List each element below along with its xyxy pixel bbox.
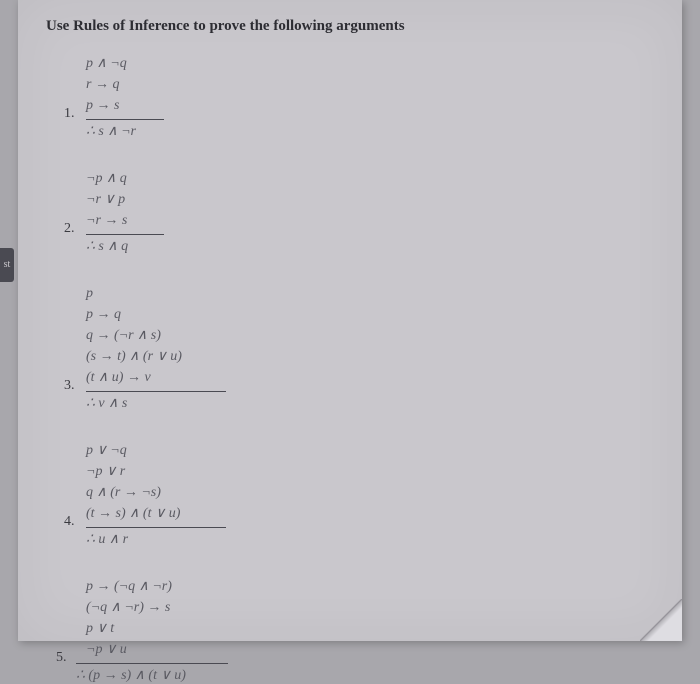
premise-line: ¬r ∨ p bbox=[86, 189, 654, 210]
premise-line: ¬p ∨ r bbox=[86, 461, 654, 482]
premise-line: p ∨ t bbox=[86, 618, 654, 639]
premises: p p → q q → (¬r ∧ s) (s → t) ∧ (r ∨ u) (… bbox=[70, 283, 654, 388]
premises: ¬p ∧ q ¬r ∨ p ¬r → s bbox=[70, 168, 654, 231]
premise-line: p ∨ ¬q bbox=[86, 440, 654, 461]
premise-line: p → s bbox=[86, 95, 654, 116]
problem-number: 5. bbox=[56, 650, 67, 666]
problem-1: p ∧ ¬q r → q p → s 1. ∴ s ∧ ¬r bbox=[70, 53, 654, 140]
inference-rule-line bbox=[76, 663, 228, 664]
inference-rule-line bbox=[86, 527, 226, 528]
inference-rule-line bbox=[86, 119, 164, 120]
problem-5: p → (¬q ∧ ¬r) (¬q ∧ ¬r) → s p ∨ t ¬p ∨ u… bbox=[70, 576, 654, 684]
premise-line: q → (¬r ∧ s) bbox=[86, 325, 654, 346]
premise-line: (t ∧ u) → v bbox=[86, 367, 654, 388]
problem-number: 1. bbox=[64, 106, 75, 122]
premise-line: p → q bbox=[86, 304, 654, 325]
page-title: Use Rules of Inference to prove the foll… bbox=[46, 18, 654, 35]
conclusion-line: ∴ s ∧ ¬r bbox=[70, 123, 654, 140]
premise-line: ¬r → s bbox=[86, 210, 654, 231]
premise-line: q ∧ (r → ¬s) bbox=[86, 482, 654, 503]
premise-line: (s → t) ∧ (r ∨ u) bbox=[86, 346, 654, 367]
premises: p ∨ ¬q ¬p ∨ r q ∧ (r → ¬s) (t → s) ∧ (t … bbox=[70, 440, 654, 524]
page-curl-icon bbox=[640, 599, 682, 641]
premise-line: ¬p ∧ q bbox=[86, 168, 654, 189]
problem-number: 3. bbox=[64, 378, 75, 394]
problem-number: 4. bbox=[64, 514, 75, 530]
premise-line: (¬q ∧ ¬r) → s bbox=[86, 597, 654, 618]
conclusion-line: ∴ u ∧ r bbox=[70, 531, 654, 548]
problem-number: 2. bbox=[64, 221, 75, 237]
conclusion-line: ∴ s ∧ q bbox=[70, 238, 654, 255]
exercise-sheet: Use Rules of Inference to prove the foll… bbox=[18, 0, 682, 641]
left-edge-tab: st bbox=[0, 248, 14, 282]
problem-3: p p → q q → (¬r ∧ s) (s → t) ∧ (r ∨ u) (… bbox=[70, 283, 654, 412]
inference-rule-line bbox=[86, 391, 226, 392]
conclusion-line: ∴ v ∧ s bbox=[70, 395, 654, 412]
problem-2: ¬p ∧ q ¬r ∨ p ¬r → s 2. ∴ s ∧ q bbox=[70, 168, 654, 255]
premise-line: p → (¬q ∧ ¬r) bbox=[86, 576, 654, 597]
premise-line: (t → s) ∧ (t ∨ u) bbox=[86, 503, 654, 524]
conclusion-line: ∴ (p → s) ∧ (t ∨ u) bbox=[70, 667, 654, 684]
premises: p ∧ ¬q r → q p → s bbox=[70, 53, 654, 116]
premise-line: ¬p ∨ u bbox=[86, 639, 654, 660]
problem-list: p ∧ ¬q r → q p → s 1. ∴ s ∧ ¬r ¬p ∧ q ¬r… bbox=[46, 53, 654, 684]
premises: p → (¬q ∧ ¬r) (¬q ∧ ¬r) → s p ∨ t ¬p ∨ u bbox=[70, 576, 654, 660]
premise-line: p bbox=[86, 283, 654, 304]
problem-4: p ∨ ¬q ¬p ∨ r q ∧ (r → ¬s) (t → s) ∧ (t … bbox=[70, 440, 654, 548]
premise-line: p ∧ ¬q bbox=[86, 53, 654, 74]
inference-rule-line bbox=[86, 234, 164, 235]
premise-line: r → q bbox=[86, 74, 654, 95]
